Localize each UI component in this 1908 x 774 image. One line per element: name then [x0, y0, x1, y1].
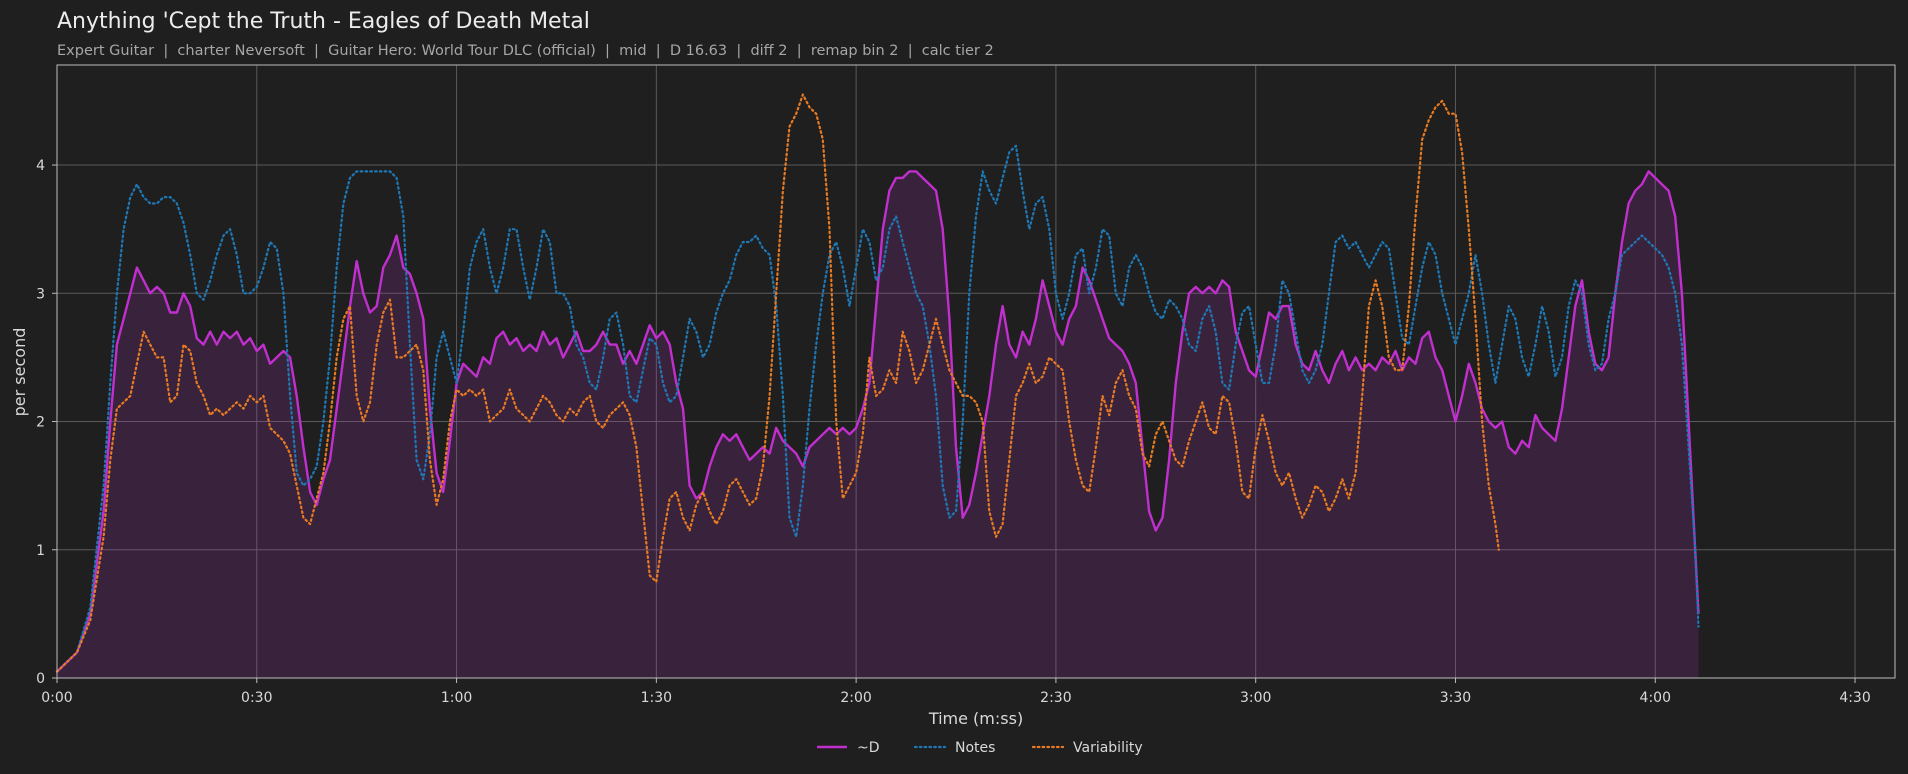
- chart-subtitle: Expert Guitar | charter Neversoft | Guit…: [57, 43, 994, 59]
- series-line-notes: [55, 144, 1700, 673]
- y-tick-label: 4: [36, 158, 45, 174]
- y-tick-label: 1: [36, 543, 45, 559]
- y-tick-label: 0: [36, 671, 45, 687]
- y-axis-label: per second: [10, 328, 29, 417]
- y-tick-label: 3: [36, 286, 45, 302]
- series-lines: [55, 93, 1700, 673]
- x-tick-label: 0:30: [241, 690, 272, 706]
- x-tick-label: 3:00: [1240, 690, 1271, 706]
- x-tick-label: 2:00: [840, 690, 871, 706]
- chart-title: Anything 'Cept the Truth - Eagles of Dea…: [57, 9, 590, 34]
- x-tick-label: 3:30: [1440, 690, 1471, 706]
- series-line-variability: [55, 93, 1500, 673]
- x-tick-label: 0:00: [41, 690, 72, 706]
- x-tick-label: 4:00: [1640, 690, 1671, 706]
- plot-frame: [56, 64, 1896, 679]
- y-tick-label: 2: [36, 415, 45, 431]
- y-axis-ticks: 0 1 2 3 4: [36, 158, 57, 687]
- legend-label: ~D: [857, 740, 880, 756]
- series-area-d: [57, 171, 1699, 678]
- legend-label: Notes: [955, 740, 995, 756]
- x-tick-label: 4:30: [1839, 690, 1870, 706]
- x-tick-label: 1:30: [641, 690, 672, 706]
- legend-label: Variability: [1073, 740, 1143, 756]
- x-axis-label: Time (m:ss): [928, 709, 1023, 728]
- series-line-d: [56, 170, 1700, 673]
- legend: ~D Notes Variability: [817, 740, 1143, 756]
- x-tick-label: 1:00: [441, 690, 472, 706]
- area-fill: [57, 171, 1699, 678]
- x-tick-label: 2:30: [1040, 690, 1071, 706]
- x-axis-ticks: 0:00 0:30 1:00 1:30 2:00 2:30 3:00 3:30 4:00 4:30: [41, 678, 1871, 706]
